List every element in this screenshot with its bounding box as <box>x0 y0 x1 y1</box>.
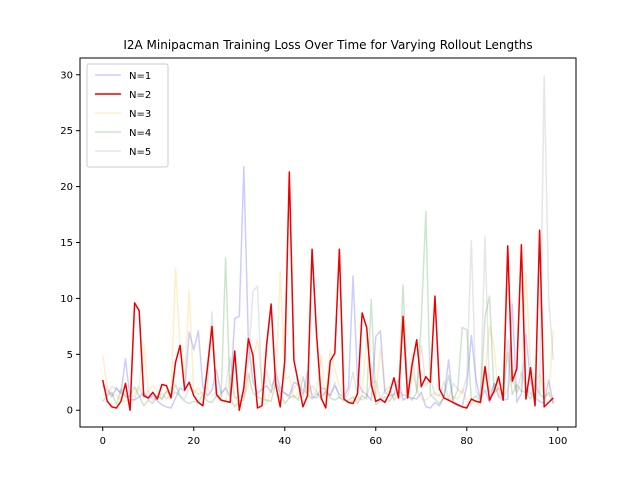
legend-label: N=4 <box>129 128 151 139</box>
x-tick-label: 40 <box>278 436 291 447</box>
legend-label: N=1 <box>129 71 151 82</box>
x-tick-label: 0 <box>100 436 106 447</box>
y-tick-label: 0 <box>67 406 73 417</box>
x-tick-label: 60 <box>369 436 382 447</box>
y-tick-label: 30 <box>60 70 73 81</box>
x-tick-label: 20 <box>187 436 200 447</box>
legend: N=1 N=2 N=3 N=4 N=5 <box>86 63 169 168</box>
series-line-n4 <box>102 210 554 408</box>
y-tick-label: 5 <box>67 350 73 361</box>
legend-label: N=3 <box>129 109 151 120</box>
series-line-n2 <box>102 171 554 411</box>
series-lines <box>102 75 554 411</box>
series-line-n5 <box>102 75 554 403</box>
x-tick-label: 100 <box>548 436 567 447</box>
axes: 0 20 40 60 80 100 0 5 10 15 20 25 30 <box>60 57 577 447</box>
series-line-n3 <box>102 267 554 406</box>
chart-title: I2A Minipacman Training Loss Over Time f… <box>123 38 532 52</box>
y-tick-label: 10 <box>60 294 73 305</box>
legend-box <box>86 63 169 168</box>
x-tick-label: 80 <box>460 436 473 447</box>
legend-label: N=5 <box>129 147 151 158</box>
y-tick-label: 15 <box>60 238 73 249</box>
y-tick-label: 25 <box>60 126 73 137</box>
y-tick-label: 20 <box>60 182 73 193</box>
series-line-n1 <box>102 165 554 409</box>
legend-label: N=2 <box>129 90 151 101</box>
